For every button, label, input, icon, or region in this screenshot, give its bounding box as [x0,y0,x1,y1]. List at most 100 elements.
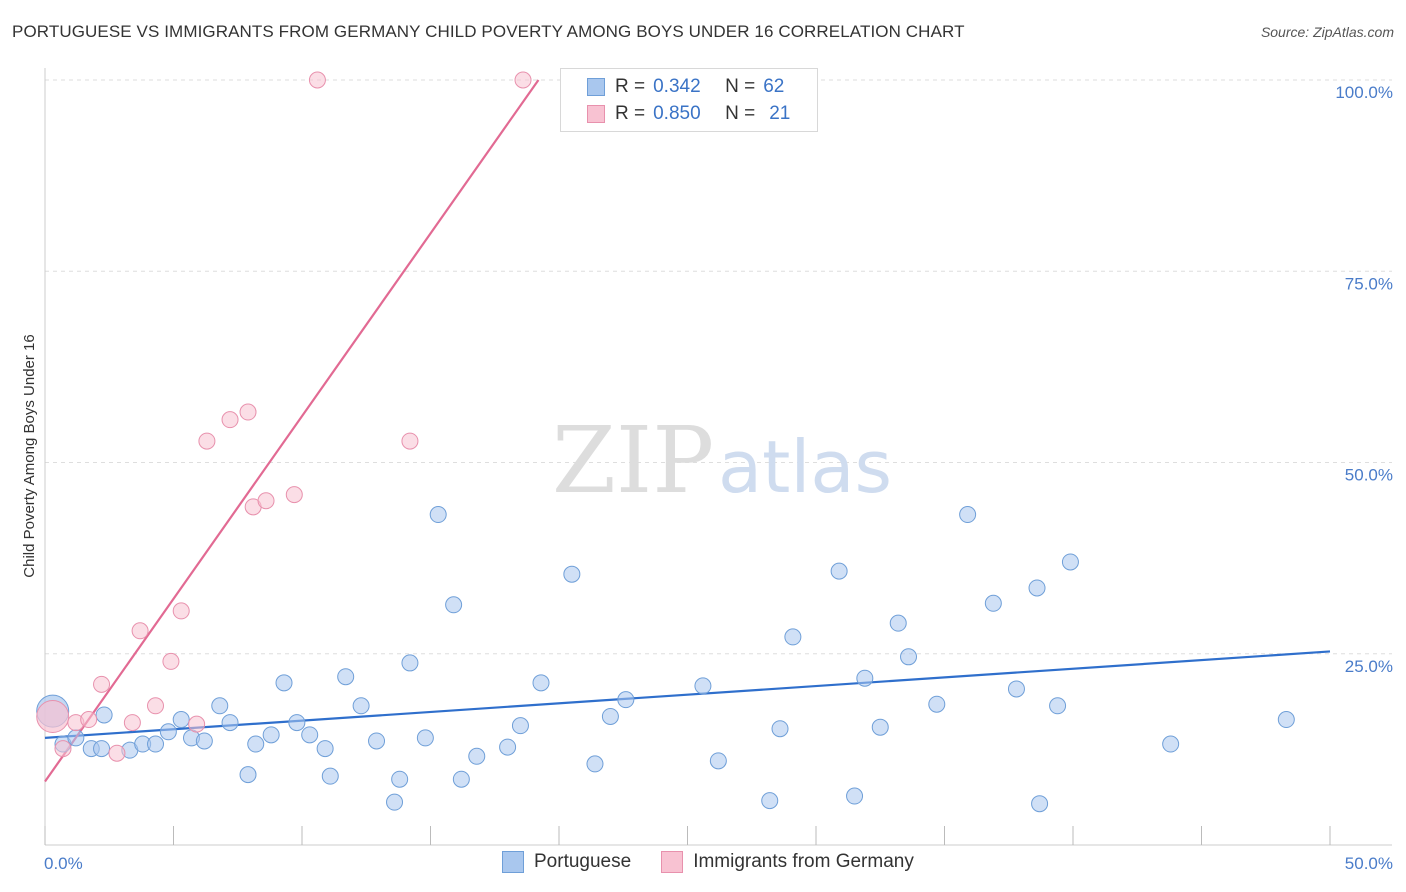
legend-row-immigrants-germany: R = 0.850 N = 21 [561,101,790,127]
source-note: Source: ZipAtlas.com [1260,24,1394,40]
series-label-immigrants-germany: Immigrants from Germany [693,851,914,872]
portuguese-trend-line [44,650,1331,739]
gridlines [45,79,1392,655]
immigrants-germany-point [93,675,111,693]
portuguese-point [288,714,306,732]
legend-r-label: R = [615,103,646,124]
portuguese-point [900,648,918,666]
portuguese-point [871,718,889,736]
portuguese-point [93,740,111,758]
portuguese-point [95,706,113,724]
series-swatch-immigrants-germany [661,851,684,873]
immigrants-germany-point [147,697,165,715]
portuguese-point [846,787,864,805]
trend-lines [44,79,1331,783]
portuguese-point [856,669,874,687]
portuguese-point [445,596,463,614]
portuguese-point [959,506,977,524]
axes [44,68,1392,846]
immigrants-germany-point [54,740,72,758]
portuguese-point [784,628,802,646]
portuguese-point [830,562,848,580]
immigrants-germany-point [198,432,216,450]
legend-row-portuguese: R = 0.342 N = 62 [561,74,784,100]
legend-r-value: 0.342 [653,76,701,97]
portuguese-point [1028,579,1046,597]
immigrants-germany-point [285,486,303,504]
portuguese-point [617,691,635,709]
immigrants-germany-point [401,432,419,450]
immigrants-germany-point [80,711,98,729]
portuguese-point [499,738,517,756]
portuguese-point [761,792,779,810]
immigrants-germany-point [123,714,141,732]
series-swatch-portuguese [502,851,524,873]
portuguese-point [247,735,265,753]
portuguese-point [262,726,280,744]
portuguese-point [391,770,409,788]
watermark: ZIP atlas [552,407,892,514]
legend-n-value: 62 [763,76,785,97]
portuguese-point [468,747,486,765]
correlation-legend: R = 0.342 N = 62 R = 0.850 N = 21 [560,68,818,132]
portuguese-point [563,565,581,583]
portuguese-point [1049,697,1067,715]
portuguese-point [321,767,339,785]
portuguese-point [275,674,293,692]
portuguese-point [316,740,334,758]
immigrants-germany-point [239,403,257,421]
portuguese-point [452,770,470,788]
immigrants-germany-point [514,71,532,89]
immigrants-germany-point [131,622,149,640]
portuguese-point [172,711,190,729]
portuguese-point [1162,735,1180,753]
immigrants-germany-point [308,71,326,89]
immigrants-germany-point [172,602,190,620]
tick-labels: 100.0% 75.0% 50.0% 25.0% 0.0% 50.0% [44,83,1393,873]
portuguese-point [352,697,370,715]
portuguese-point [771,720,789,738]
portuguese-point [239,766,257,784]
y-axis-label: Child Poverty Among Boys Under 16 [21,334,38,577]
portuguese-point [889,614,907,632]
immigrants-germany-trend-line [44,79,540,783]
portuguese-point [386,793,404,811]
legend-n-label: N = [725,103,756,124]
portuguese-point [1031,795,1049,813]
portuguese-point [928,695,946,713]
portuguese-point [694,677,712,695]
portuguese-point [586,755,604,773]
immigrants-germany-point [257,492,275,510]
legend-swatch-immigrants-germany [587,105,605,123]
portuguese-point [301,726,319,744]
immigrants-germany-point [36,699,70,733]
portuguese-point [159,723,177,741]
portuguese-point [337,668,355,686]
portuguese-point [67,729,85,747]
portuguese-point [416,729,434,747]
x-tick-label: 50.0% [1345,854,1393,873]
y-tick-label: 75.0% [1345,274,1393,293]
portuguese-point [401,654,419,672]
legend-r-label: R = [615,76,646,97]
y-tick-label: 25.0% [1345,657,1393,676]
portuguese-point [368,732,386,750]
portuguese-point [221,714,239,732]
series-legend-portuguese[interactable]: Portuguese [502,851,631,873]
legend-n-label: N = [725,76,756,97]
portuguese-point [429,506,447,524]
portuguese-point [1007,680,1025,698]
chart-title: PORTUGUESE VS IMMIGRANTS FROM GERMANY CH… [12,22,965,41]
watermark-zip: ZIP [552,407,714,514]
portuguese-point [984,594,1002,612]
series-legend-immigrants-germany[interactable]: Immigrants from Germany [661,851,914,873]
portuguese-point [532,674,550,692]
portuguese-point [511,717,529,735]
legend-swatch-portuguese [587,78,605,96]
y-tick-label: 50.0% [1345,466,1393,485]
immigrants-germany-point [108,744,126,762]
portuguese-point [195,732,213,750]
portuguese-point [1277,711,1295,729]
immigrants-germany-point [162,652,180,670]
